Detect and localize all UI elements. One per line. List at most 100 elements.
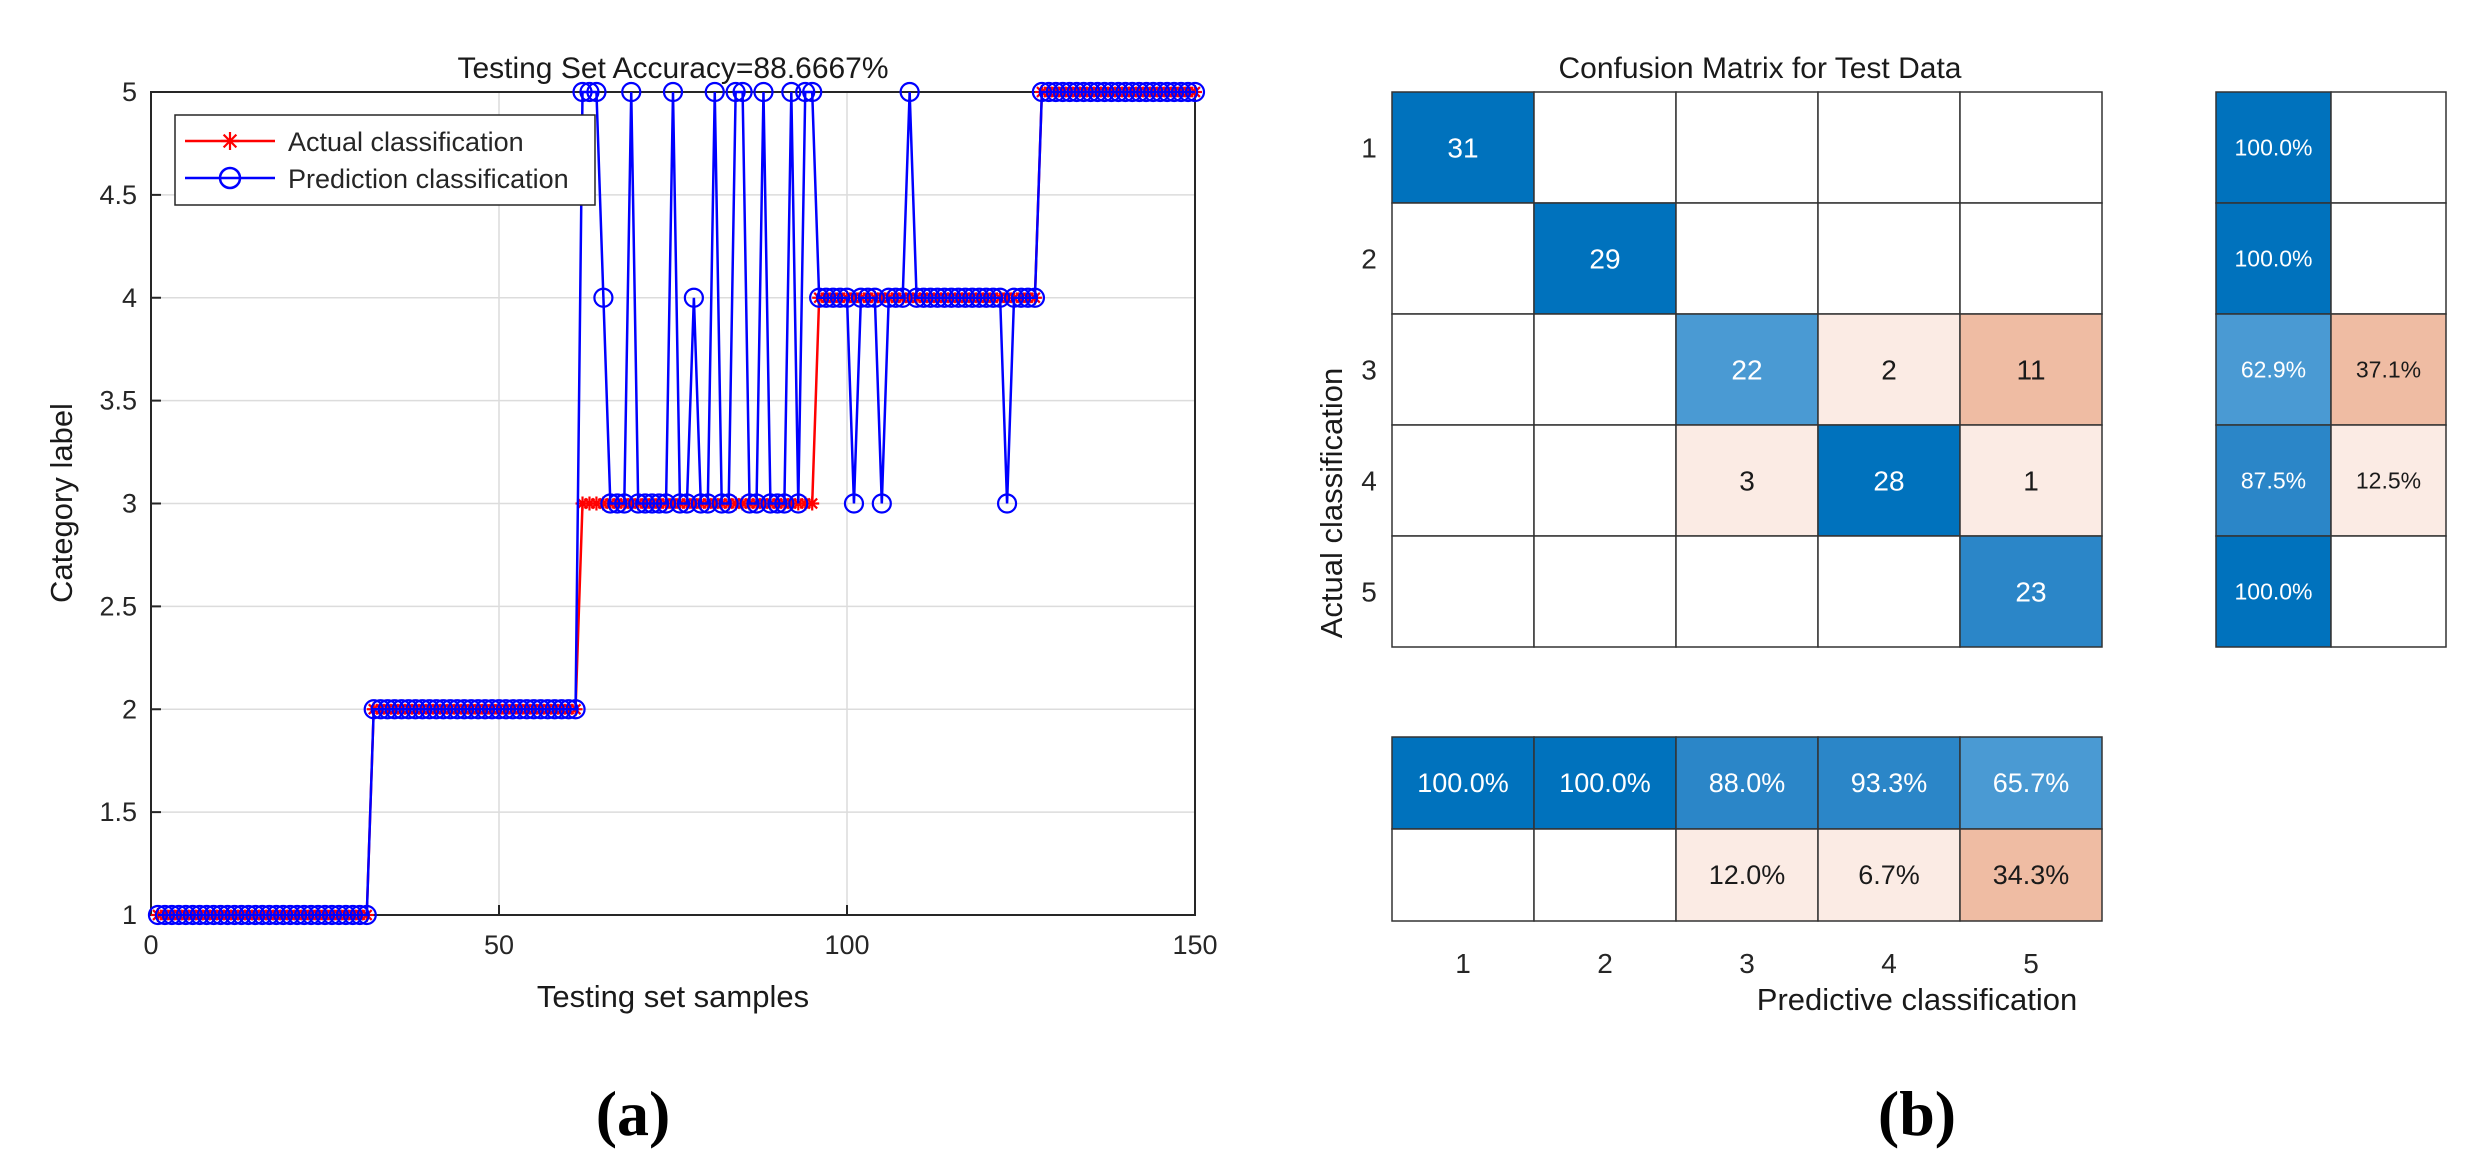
prediction-point xyxy=(836,287,858,308)
row-summary-cell xyxy=(2215,535,2332,648)
prediction-point xyxy=(349,904,370,926)
prediction-point xyxy=(433,699,454,720)
prediction-point xyxy=(642,493,663,514)
prediction-point xyxy=(1059,81,1080,103)
matrix-cell xyxy=(1675,535,1819,648)
matrix-cell-value: 31 xyxy=(1447,133,1478,164)
legend-box xyxy=(174,114,596,206)
prediction-point xyxy=(168,904,189,926)
prediction-point xyxy=(1150,81,1171,103)
row-summary-value: 100.0% xyxy=(2234,246,2312,272)
matrix-cell xyxy=(1959,424,2103,537)
prediction-point xyxy=(481,699,503,720)
prediction-point xyxy=(294,904,315,926)
prediction-point xyxy=(175,904,196,926)
prediction-point xyxy=(774,493,795,514)
x-tick-label: 50 xyxy=(484,930,514,960)
matrix-cell xyxy=(1959,91,2103,204)
prediction-point xyxy=(593,287,614,308)
asterisk-stroke xyxy=(221,132,239,150)
prediction-point xyxy=(516,699,537,720)
prediction-point xyxy=(878,287,899,308)
matrix-cell xyxy=(1817,91,1961,204)
prediction-point xyxy=(565,699,586,720)
matrix-cell xyxy=(1533,535,1677,648)
matrix-cell-value: 2 xyxy=(1881,355,1897,386)
prediction-point xyxy=(976,287,997,308)
row-summary-grid: 100.0% 100.0% 62.9% 37.1% 87.5% 12.5% 100.0% xyxy=(2215,91,2447,648)
matrix-cell-value: 1 xyxy=(2023,466,2039,497)
column-summary-cell xyxy=(1675,828,1819,922)
prediction-point xyxy=(962,287,983,308)
confusion-matrix-tick-labels: 1 2 3 4 5 1 2 3 4 5 xyxy=(1361,133,2039,980)
column-summary-value: 6.7% xyxy=(1858,860,1920,890)
prediction-point xyxy=(1080,81,1101,103)
matrix-cell-value: 29 xyxy=(1589,244,1620,275)
prediction-point xyxy=(189,904,210,926)
prediction-point xyxy=(843,493,865,514)
prediction-point xyxy=(906,287,927,308)
prediction-point xyxy=(635,493,656,514)
legend-entry-actual[interactable]: Actual classification xyxy=(185,127,524,157)
prediction-point xyxy=(391,699,412,720)
prediction-point xyxy=(600,493,621,514)
prediction-point xyxy=(1143,81,1164,103)
prediction-point xyxy=(996,493,1018,514)
column-label: 3 xyxy=(1739,948,1755,979)
prediction-point xyxy=(809,287,830,308)
x-tick-label: 100 xyxy=(824,930,869,960)
y-tick-label: 3 xyxy=(122,489,137,519)
circle-marker-icon xyxy=(218,166,242,190)
legend-label-actual: Actual classification xyxy=(288,127,524,157)
prediction-point xyxy=(231,904,252,926)
y-tick-label: 5 xyxy=(122,77,137,107)
prediction-point xyxy=(572,81,593,103)
prediction-point xyxy=(440,699,461,720)
column-summary-cell xyxy=(1675,736,1819,830)
prediction-point xyxy=(495,699,517,720)
prediction-point xyxy=(447,699,468,720)
prediction-point xyxy=(746,493,767,514)
prediction-point xyxy=(1170,81,1192,103)
prediction-point xyxy=(558,699,579,720)
prediction-point xyxy=(1003,287,1025,308)
prediction-point xyxy=(1073,81,1094,103)
y-tick-label: 2.5 xyxy=(99,591,137,621)
prediction-point xyxy=(655,493,677,514)
confusion-matrix-title: Confusion Matrix for Test Data xyxy=(1559,52,1962,85)
prediction-point xyxy=(182,904,203,926)
prediction-point xyxy=(621,81,642,103)
prediction-point xyxy=(1115,81,1136,103)
prediction-point xyxy=(586,81,607,103)
row-summary-value: 87.5% xyxy=(2241,468,2306,494)
prediction-point xyxy=(544,699,565,720)
prediction-point xyxy=(864,287,885,308)
prediction-point xyxy=(899,81,920,103)
x-tick-label: 150 xyxy=(1172,930,1217,960)
column-summary-value: 93.3% xyxy=(1851,768,1928,798)
matrix-cell-value: 11 xyxy=(2016,355,2045,386)
prediction-point xyxy=(488,699,510,720)
prediction-point xyxy=(196,904,217,926)
row-summary-cell xyxy=(2330,424,2447,537)
y-tick-label: 1.5 xyxy=(99,797,137,827)
prediction-point xyxy=(314,904,336,926)
legend-entry-prediction[interactable]: Prediction classification xyxy=(185,164,569,194)
prediction-point xyxy=(161,904,182,926)
prediction-point xyxy=(697,493,718,514)
prediction-point xyxy=(238,904,259,926)
matrix-cell xyxy=(1391,91,1535,204)
matrix-cell xyxy=(1533,202,1677,315)
prediction-point xyxy=(955,287,976,308)
matrix-cell xyxy=(1959,202,2103,315)
line-chart-legend[interactable]: Actual classification Prediction classif… xyxy=(174,114,596,206)
column-label: 5 xyxy=(2023,948,2039,979)
prediction-point xyxy=(154,904,176,926)
prediction-point xyxy=(822,287,844,308)
line-chart-y-label: Category label xyxy=(44,403,79,603)
prediction-point xyxy=(363,699,384,720)
prediction-point xyxy=(857,287,878,308)
y-tick-label: 1 xyxy=(122,900,137,930)
